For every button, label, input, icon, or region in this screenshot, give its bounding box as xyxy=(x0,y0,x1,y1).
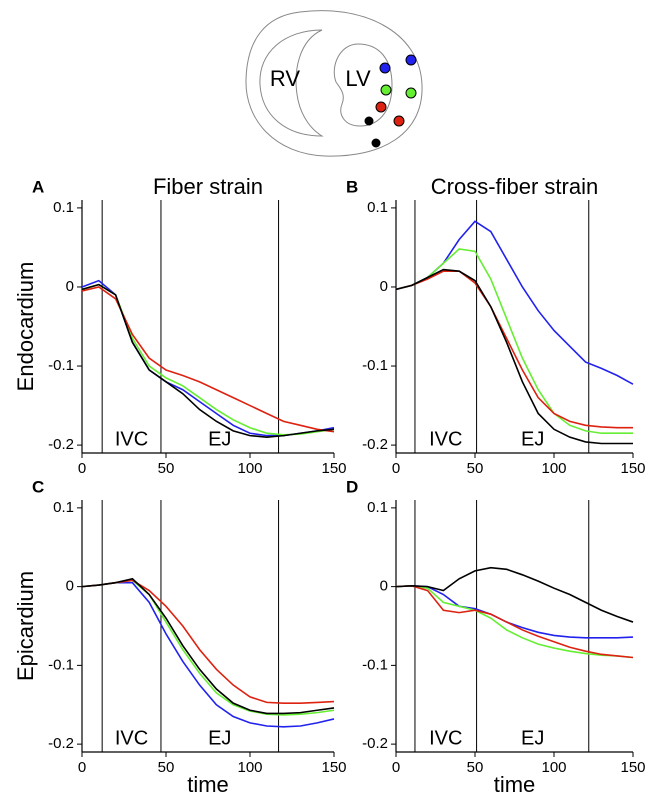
phase-label: EJ xyxy=(521,428,544,450)
x-tick-label: 50 xyxy=(158,759,175,776)
panel-label: B xyxy=(346,177,358,196)
x-tick-label: 100 xyxy=(237,460,262,477)
series-line xyxy=(395,248,633,435)
x-tick-label: 100 xyxy=(541,759,566,776)
y-tick-label: 0 xyxy=(66,278,74,295)
y-tick-label: -0.1 xyxy=(48,357,74,374)
x-tick-label: 0 xyxy=(392,460,400,477)
series-line xyxy=(81,577,335,715)
rv-cavity xyxy=(259,29,324,137)
endo-dot xyxy=(379,62,391,74)
lv-cavity xyxy=(333,43,393,127)
panel-label: A xyxy=(32,177,44,196)
endo-dot xyxy=(380,84,392,96)
x-tick-label: 150 xyxy=(620,460,645,477)
x-tick-label: 50 xyxy=(467,460,484,477)
y-tick-label: 0.1 xyxy=(367,199,388,216)
y-tick-label: 0 xyxy=(380,578,388,595)
y-tick-label: 0.1 xyxy=(367,499,388,516)
x-tick-label: 0 xyxy=(392,759,400,776)
x-axis-title: time xyxy=(187,772,229,797)
series-line xyxy=(81,283,335,438)
y-tick-label: 0 xyxy=(380,278,388,295)
series-line xyxy=(395,585,634,659)
phase-label: IVC xyxy=(115,727,148,749)
x-tick-label: 100 xyxy=(237,759,262,776)
y-tick-label: -0.2 xyxy=(362,735,388,752)
heart-outline xyxy=(245,10,423,157)
phase-label: EJ xyxy=(521,727,544,749)
epi-dot xyxy=(371,138,381,148)
y-tick-label: -0.2 xyxy=(362,436,388,453)
x-tick-label: 0 xyxy=(78,460,86,477)
series-line xyxy=(395,270,633,429)
series-line xyxy=(395,268,633,445)
x-tick-label: 150 xyxy=(620,759,645,776)
endo-dot xyxy=(375,101,387,113)
y-tick-label: 0.1 xyxy=(53,499,74,516)
y-axis-title: Endocardium xyxy=(13,262,38,392)
phase-label: EJ xyxy=(208,727,231,749)
y-tick-label: -0.1 xyxy=(362,656,388,673)
epi-dot xyxy=(393,115,405,127)
series-line xyxy=(81,581,335,728)
series-line xyxy=(81,579,335,704)
y-tick-label: -0.1 xyxy=(362,357,388,374)
y-tick-label: -0.2 xyxy=(48,436,74,453)
series-line xyxy=(395,585,634,659)
x-tick-label: 100 xyxy=(541,460,566,477)
phase-label: IVC xyxy=(429,428,462,450)
x-tick-label: 150 xyxy=(321,759,346,776)
y-tick-label: 0.1 xyxy=(53,199,74,216)
phase-label: EJ xyxy=(208,428,231,450)
x-tick-label: 0 xyxy=(78,759,86,776)
lv-label: LV xyxy=(345,66,371,91)
epi-dot xyxy=(405,87,417,99)
phase-label: IVC xyxy=(115,428,148,450)
endo-dot xyxy=(364,116,374,126)
panel-label: C xyxy=(32,477,44,496)
x-tick-label: 50 xyxy=(467,759,484,776)
phase-label: IVC xyxy=(429,727,462,749)
y-tick-label: -0.1 xyxy=(48,656,74,673)
chart-title: Cross-fiber strain xyxy=(431,174,598,199)
x-axis-title: time xyxy=(494,772,536,797)
panel-label: D xyxy=(346,477,358,496)
y-axis-title: Epicardium xyxy=(13,571,38,681)
heart-diagram: RV LV xyxy=(245,10,423,157)
series-line xyxy=(395,585,634,639)
epi-dot xyxy=(405,54,417,66)
rv-label: RV xyxy=(270,66,300,91)
chart-title: Fiber strain xyxy=(153,174,263,199)
y-tick-label: -0.2 xyxy=(48,735,74,752)
y-tick-label: 0 xyxy=(66,578,74,595)
x-tick-label: 150 xyxy=(321,460,346,477)
x-tick-label: 50 xyxy=(158,460,175,477)
series-line xyxy=(395,220,634,385)
series-line xyxy=(395,566,634,623)
